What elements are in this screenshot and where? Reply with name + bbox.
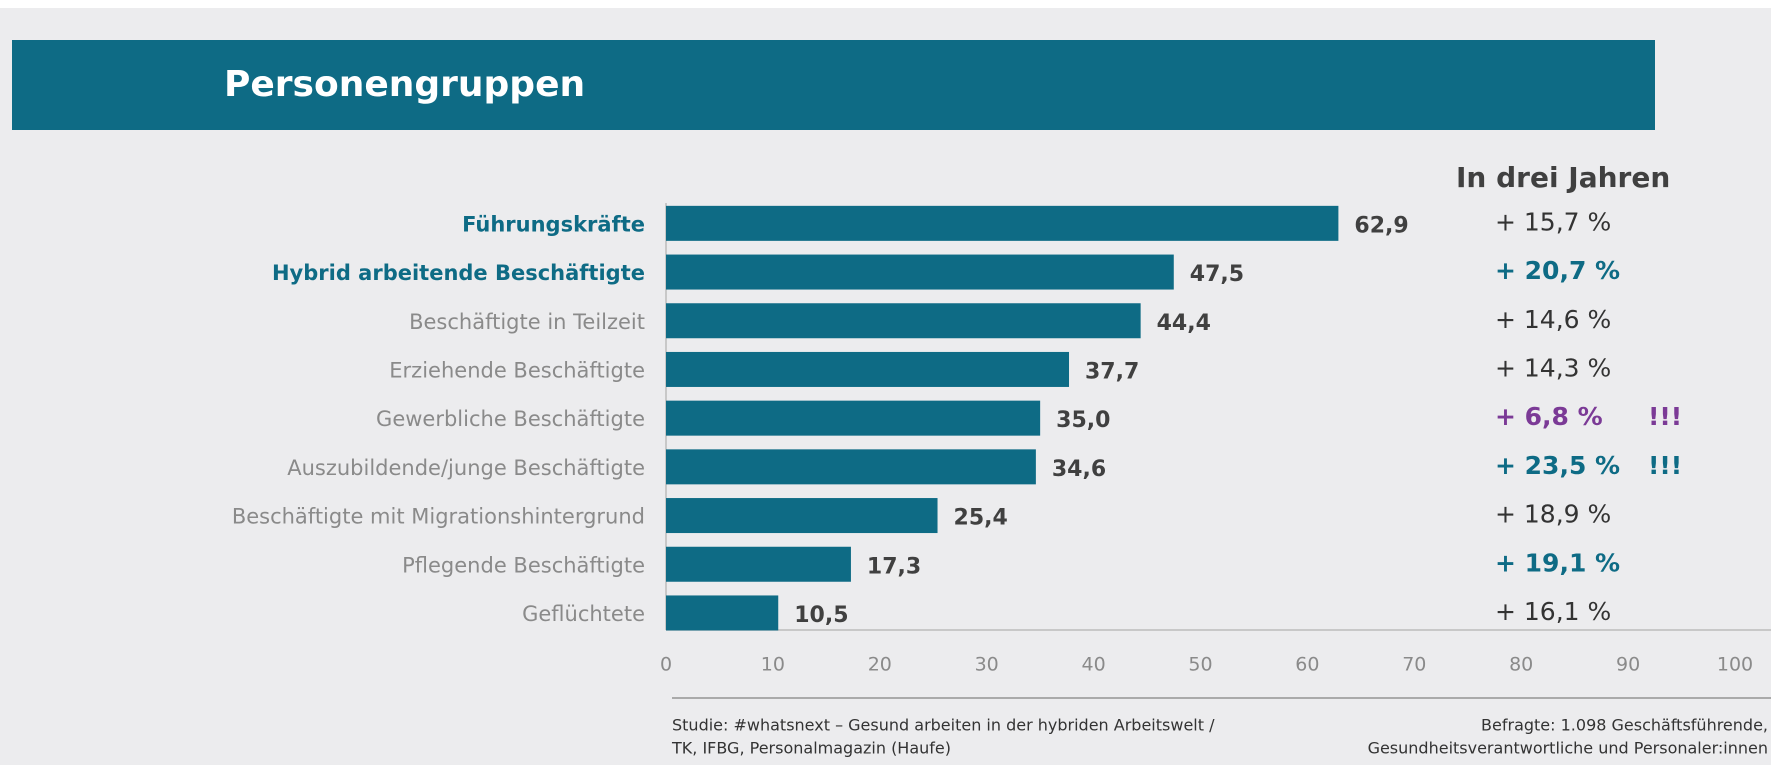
source-note: TK, IFBG, Personalmagazin (Haufe) (671, 739, 951, 758)
category-label: Beschäftigte in Teilzeit (409, 310, 645, 334)
x-tick-label: 30 (975, 654, 999, 676)
change-label: + 18,9 % (1495, 500, 1611, 529)
bar (666, 595, 779, 631)
category-label: Führungskräfte (462, 212, 645, 236)
value-label: 37,7 (1085, 359, 1139, 384)
chart-title: Personengruppen (224, 64, 585, 105)
value-label: 47,5 (1190, 262, 1244, 287)
respondents-note: Befragte: 1.098 Geschäftsführende, (1481, 716, 1768, 735)
bar (666, 205, 1339, 241)
value-label: 10,5 (794, 603, 848, 628)
respondents-note: Gesundheitsverantwortliche und Personale… (1368, 739, 1768, 758)
bar (666, 303, 1141, 339)
change-label: + 20,7 % (1495, 256, 1620, 285)
value-label: 35,0 (1056, 408, 1110, 433)
alert-mark: !!! (1648, 402, 1682, 431)
title-banner (12, 40, 1655, 130)
change-label: + 6,8 % (1495, 402, 1603, 431)
change-label: + 14,3 % (1495, 353, 1611, 382)
change-label: + 23,5 % (1495, 451, 1620, 480)
category-label: Beschäftigte mit Migrationshintergrund (232, 505, 645, 529)
value-label: 62,9 (1354, 213, 1408, 238)
x-tick-label: 100 (1717, 654, 1753, 676)
bar (666, 400, 1041, 436)
category-label: Auszubildende/junge Beschäftigte (287, 456, 645, 480)
category-label: Erziehende Beschäftigte (389, 358, 645, 382)
x-tick-label: 0 (660, 654, 672, 676)
alert-mark: !!! (1648, 451, 1682, 480)
category-label: Gewerbliche Beschäftigte (376, 407, 645, 431)
value-label: 17,3 (867, 554, 921, 579)
x-tick-label: 20 (868, 654, 892, 676)
x-tick-label: 70 (1402, 654, 1426, 676)
category-label: Geflüchtete (522, 602, 645, 626)
bar (666, 254, 1174, 290)
x-tick-label: 60 (1295, 654, 1319, 676)
value-label: 34,6 (1052, 457, 1106, 482)
change-label: + 15,7 % (1495, 207, 1611, 236)
x-tick-label: 50 (1188, 654, 1212, 676)
change-label: + 16,1 % (1495, 597, 1611, 626)
bar (666, 498, 938, 534)
change-label: + 14,6 % (1495, 305, 1611, 334)
x-tick-label: 40 (1082, 654, 1106, 676)
category-label: Hybrid arbeitende Beschäftigte (272, 261, 645, 285)
bar (666, 449, 1036, 485)
x-tick-label: 80 (1509, 654, 1533, 676)
category-label: Pflegende Beschäftigte (402, 553, 645, 577)
bar (666, 351, 1070, 387)
bar (666, 546, 851, 582)
value-label: 25,4 (954, 506, 1008, 531)
x-tick-label: 10 (761, 654, 785, 676)
x-tick-label: 90 (1616, 654, 1640, 676)
change-label: + 19,1 % (1495, 548, 1620, 577)
column-title: In drei Jahren (1456, 161, 1670, 194)
value-label: 44,4 (1157, 311, 1211, 336)
source-note: Studie: #whatsnext – Gesund arbeiten in … (672, 716, 1215, 735)
